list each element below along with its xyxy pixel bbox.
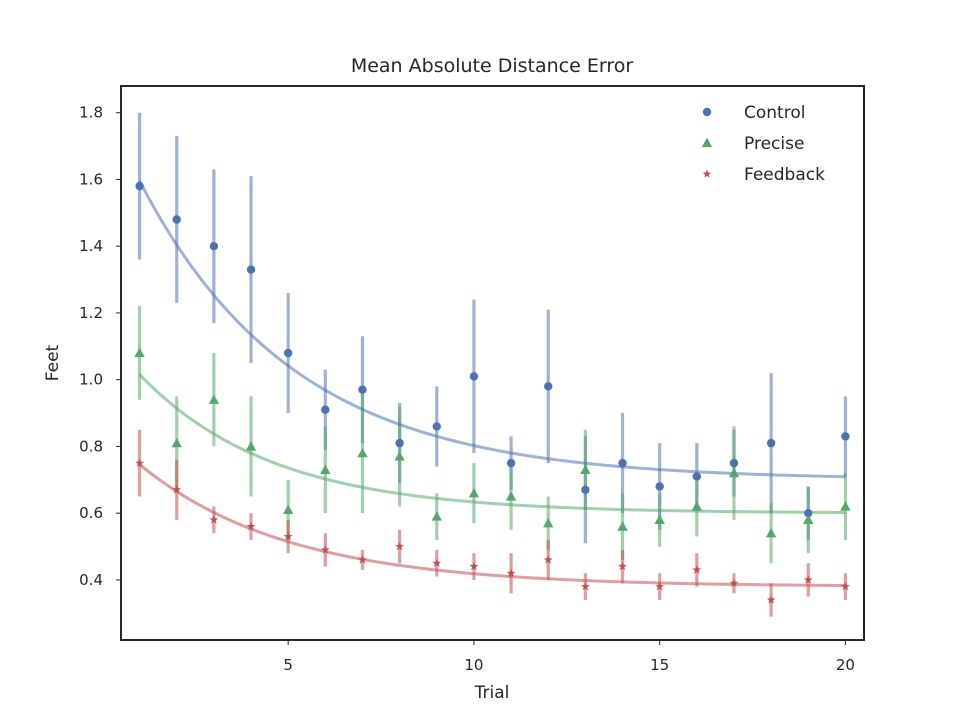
feedback-marker [432, 558, 442, 567]
control-marker [321, 405, 330, 414]
precise-marker [803, 514, 814, 525]
feedback-marker [135, 458, 144, 467]
precise-legend-marker [701, 137, 713, 148]
feedback-marker [395, 541, 404, 551]
y-tick-label: 0.4 [79, 571, 103, 589]
precise-marker [617, 521, 628, 531]
feedback-marker [692, 565, 702, 574]
control-marker [692, 472, 702, 481]
control-marker [766, 438, 776, 448]
chart-title: Mean Absolute Distance Error [351, 55, 634, 77]
x-axis-ticks: 5 10 15 20 [283, 640, 855, 674]
precise-fit-curve [138, 373, 846, 514]
control-fit-curve [138, 180, 846, 479]
control-marker [506, 458, 516, 468]
control-marker [358, 385, 367, 394]
feedback-marker [358, 555, 367, 564]
feedback-fit-curve [138, 463, 846, 588]
control-marker [804, 508, 813, 518]
precise-marker [282, 504, 294, 515]
y-tick-label: 1.2 [79, 304, 103, 322]
precise-marker [431, 511, 442, 521]
control-marker [246, 265, 256, 274]
feedback-marker [469, 561, 479, 571]
feedback-legend-marker [702, 169, 712, 178]
precise-legend-label: Precise [744, 134, 804, 154]
control-marker [469, 372, 479, 381]
plot-frame [120, 85, 865, 641]
y-tick-label: 1.0 [79, 371, 103, 389]
precise-marker [134, 347, 145, 358]
feedback-marker [766, 595, 776, 604]
precise-marker [171, 437, 182, 448]
precise-marker [208, 394, 220, 404]
legend: Control Precise Feedback [701, 103, 825, 185]
feedback-marker [581, 582, 590, 591]
control-marker [283, 348, 293, 358]
precise-marker [357, 447, 368, 458]
control-marker [581, 485, 590, 495]
feedback-marker [841, 582, 850, 591]
precise-marker [468, 487, 480, 498]
precise-marker [691, 501, 703, 511]
y-tick-label: 0.6 [79, 504, 103, 522]
precise-marker [505, 491, 517, 501]
precise-marker [320, 464, 331, 474]
feedback-marker [729, 578, 739, 587]
feedback-marker [543, 555, 553, 564]
control-marker [655, 482, 664, 491]
control-marker [209, 241, 219, 251]
y-axis-label: Feet [43, 344, 63, 381]
x-axis-label: Trial [474, 683, 510, 703]
feedback-marker [209, 515, 219, 524]
data-markers [134, 181, 851, 604]
y-tick-label: 1.8 [79, 104, 103, 122]
fit-curves [138, 180, 846, 588]
feedback-marker [172, 485, 182, 494]
x-tick-label: 20 [836, 656, 855, 674]
control-legend-marker [702, 107, 712, 117]
control-marker [729, 458, 739, 468]
control-marker [841, 432, 850, 441]
x-tick-label: 15 [650, 656, 669, 674]
precise-marker [245, 441, 257, 451]
control-marker [544, 382, 553, 391]
feedback-marker [618, 561, 627, 571]
control-marker [135, 181, 144, 191]
feedback-marker [283, 531, 293, 541]
feedback-legend-label: Feedback [744, 165, 825, 185]
control-marker [432, 422, 441, 431]
feedback-marker [320, 545, 330, 554]
feedback-marker [655, 582, 665, 591]
y-tick-label: 1.6 [79, 170, 103, 188]
x-tick-label: 10 [464, 656, 483, 674]
precise-marker [728, 467, 740, 478]
feedback-marker [803, 575, 813, 584]
precise-marker [840, 501, 851, 511]
precise-marker [394, 451, 405, 461]
y-tick-label: 1.4 [79, 237, 103, 255]
y-tick-label: 0.8 [79, 437, 103, 455]
control-legend-label: Control [744, 103, 805, 123]
y-axis-ticks: 0.4 0.6 0.8 1.0 1.2 1.4 1.6 1.8 [79, 104, 121, 589]
precise-marker [765, 528, 777, 538]
feedback-marker [246, 521, 256, 531]
x-tick-label: 5 [283, 656, 293, 674]
control-marker [172, 215, 181, 224]
control-marker [395, 438, 404, 448]
control-marker [618, 458, 627, 468]
precise-marker [654, 514, 665, 525]
precise-marker [543, 517, 554, 528]
plot-area [121, 86, 864, 640]
feedback-marker [506, 568, 516, 577]
precise-marker [580, 464, 591, 474]
